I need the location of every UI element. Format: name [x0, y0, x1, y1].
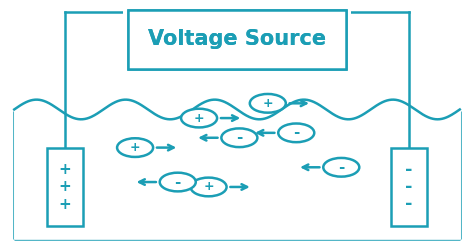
- Text: Voltage Source: Voltage Source: [148, 29, 326, 49]
- Text: +: +: [203, 181, 214, 193]
- Text: -: -: [405, 161, 412, 179]
- Circle shape: [160, 173, 196, 191]
- Bar: [128, 10, 346, 69]
- Bar: [123, 7, 351, 71]
- Circle shape: [191, 178, 227, 196]
- Text: -: -: [405, 178, 412, 196]
- Circle shape: [323, 158, 359, 177]
- Text: +: +: [59, 197, 72, 212]
- Bar: [391, 148, 427, 226]
- Bar: [128, 10, 346, 69]
- Text: +: +: [59, 180, 72, 194]
- Circle shape: [221, 128, 257, 147]
- Circle shape: [250, 94, 286, 113]
- Text: +: +: [59, 162, 72, 177]
- Circle shape: [117, 138, 153, 157]
- Text: +: +: [130, 141, 140, 154]
- Text: -: -: [405, 195, 412, 213]
- Text: -: -: [293, 125, 300, 140]
- Circle shape: [278, 123, 314, 142]
- Text: -: -: [338, 160, 345, 175]
- Bar: [47, 148, 83, 226]
- Text: +: +: [263, 97, 273, 110]
- Text: -: -: [174, 175, 181, 189]
- Text: Voltage Source: Voltage Source: [148, 29, 326, 49]
- Circle shape: [181, 109, 217, 127]
- Text: +: +: [194, 112, 204, 124]
- Text: -: -: [236, 130, 243, 145]
